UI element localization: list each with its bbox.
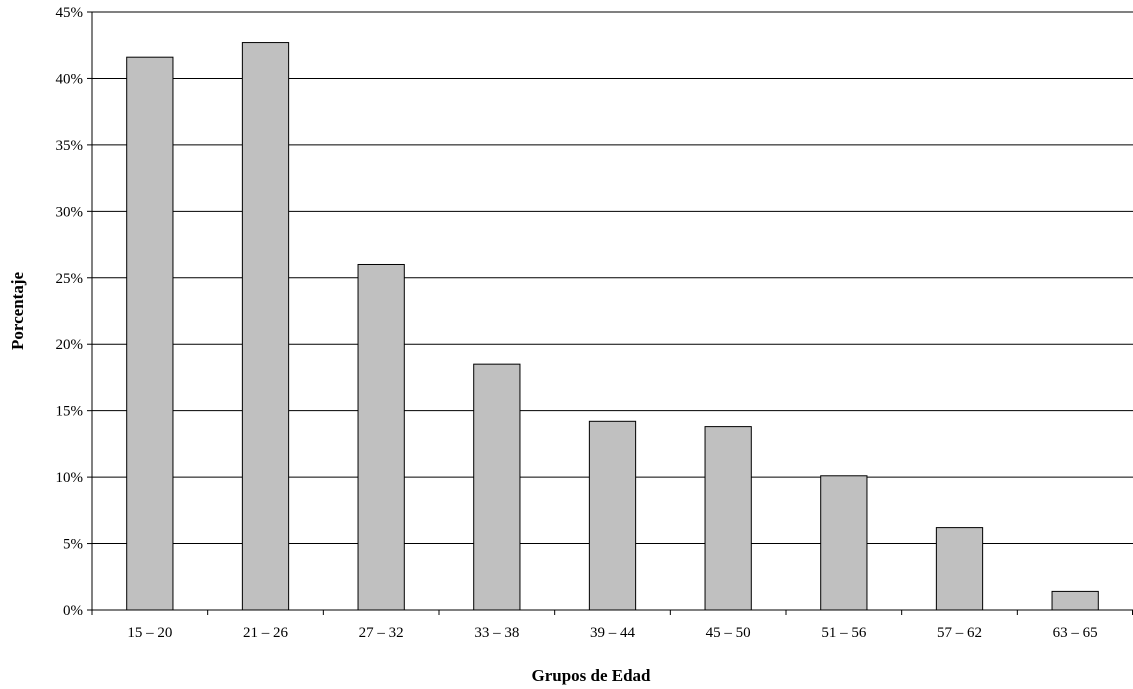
y-axis-title: Porcentaje xyxy=(8,272,27,350)
y-tick-label: 45% xyxy=(56,5,84,21)
x-axis-title: Grupos de Edad xyxy=(531,666,651,685)
y-tick-label: 25% xyxy=(56,271,84,287)
bar xyxy=(935,527,984,611)
x-tick-label: 39 – 44 xyxy=(590,625,636,641)
bar xyxy=(588,420,637,611)
x-tick-label: 21 – 26 xyxy=(243,625,289,641)
x-tick-label: 57 – 62 xyxy=(937,625,982,641)
y-tick-label: 35% xyxy=(56,138,84,154)
bar xyxy=(126,56,174,611)
bar xyxy=(357,263,405,611)
y-tick-label: 0% xyxy=(63,603,83,619)
y-tick-label: 5% xyxy=(63,537,83,553)
x-tick-labels: 15 – 20 21 – 26 27 – 32 33 – 38 39 – 44 45 – … xyxy=(127,625,1097,641)
x-tick-label: 63 – 65 xyxy=(1053,625,1098,641)
bar xyxy=(473,363,521,611)
x-tick-label: 45 – 50 xyxy=(706,625,751,641)
y-tick-label: 30% xyxy=(56,204,84,220)
y-tick-label: 10% xyxy=(56,470,84,486)
y-tick-labels: 0% 5% 10% 15% 20% 25% 30% 35% 40% 45% xyxy=(56,5,84,619)
bar xyxy=(820,475,868,611)
bar xyxy=(704,426,752,611)
y-tick-label: 15% xyxy=(56,404,84,420)
y-tick-label: 40% xyxy=(56,71,84,87)
x-tick-label: 27 – 32 xyxy=(359,625,404,641)
x-tick-label: 51 – 56 xyxy=(821,625,867,641)
bar xyxy=(241,42,290,611)
x-tick-label: 15 – 20 xyxy=(127,625,172,641)
bar xyxy=(1051,590,1099,611)
x-tick-label: 33 – 38 xyxy=(474,625,519,641)
bars xyxy=(126,42,1099,611)
y-tick-label: 20% xyxy=(56,337,84,353)
axes xyxy=(87,11,1133,615)
